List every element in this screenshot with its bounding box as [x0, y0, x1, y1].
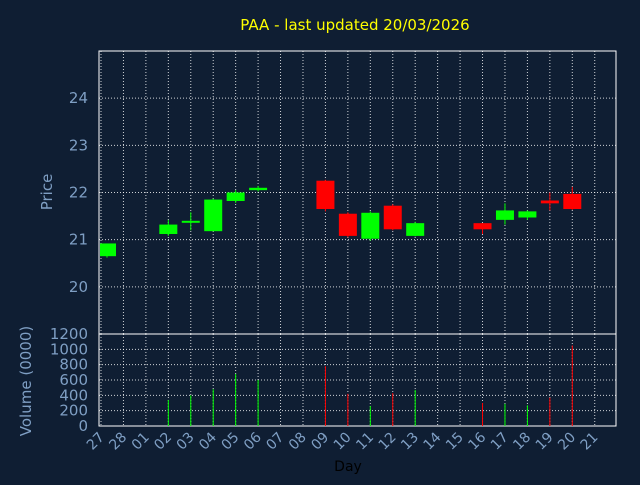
volume-tick-label: 0	[78, 417, 88, 435]
volume-tick-label: 600	[59, 371, 88, 389]
x-tick-label: 10	[331, 430, 355, 454]
x-tick-label: 20	[555, 430, 579, 454]
candle-body	[563, 193, 582, 210]
x-tick-label: 14	[421, 429, 445, 453]
candle-body	[159, 224, 178, 235]
x-tick-label: 17	[488, 430, 512, 454]
x-axis-label: Day	[334, 459, 362, 475]
candle-body	[473, 223, 492, 230]
x-tick-label: 28	[106, 430, 130, 454]
price-tick-label: 21	[69, 231, 88, 249]
volume-tick-label: 200	[59, 402, 88, 420]
chart-title: PAA - last updated 20/03/2026	[240, 16, 469, 34]
x-tick-label: 07	[263, 430, 287, 454]
candle-body	[540, 200, 559, 204]
x-tick-label: 05	[219, 430, 243, 454]
x-tick-label: 18	[510, 430, 534, 454]
price-tick-label: 20	[69, 278, 88, 296]
x-tick-label: 08	[286, 430, 310, 454]
candle-body	[204, 199, 223, 232]
candles	[100, 179, 582, 258]
x-tick-label: 21	[578, 430, 602, 454]
candle-body	[383, 205, 402, 230]
candle-body	[100, 243, 116, 257]
x-tick-label: 12	[376, 430, 400, 454]
candle-body	[518, 211, 537, 218]
volume-grid	[99, 334, 616, 426]
x-tick-label: 04	[196, 429, 220, 453]
x-tick-label: 11	[353, 430, 377, 454]
candle-body	[181, 220, 200, 223]
price-grid	[99, 51, 616, 334]
candle-body	[338, 213, 357, 236]
x-tick-label: 16	[465, 429, 489, 453]
x-tick-label: 09	[308, 430, 332, 454]
candle-body	[406, 223, 425, 236]
price-axis-label: Price	[38, 174, 56, 211]
volume-tick-label: 400	[59, 386, 88, 404]
volume-bars	[167, 345, 573, 426]
x-tick-label: 06	[241, 429, 265, 453]
x-tick-label: 15	[443, 430, 467, 454]
x-tick-label: 01	[129, 430, 153, 454]
volume-tick-label: 1000	[50, 340, 88, 358]
price-axis-ticks: 20 21 22 23 24	[69, 89, 88, 296]
x-tick-label: 02	[151, 430, 175, 454]
volume-tick-label: 800	[59, 356, 88, 374]
x-tick-label: 03	[174, 430, 198, 454]
candle-body	[361, 212, 380, 239]
x-axis-ticks: 2728010203040506070809101112131415161718…	[84, 429, 602, 453]
candle-body	[316, 180, 335, 210]
price-tick-label: 24	[69, 89, 88, 107]
candle-body	[249, 187, 268, 191]
x-tick-label: 19	[533, 430, 557, 454]
volume-axis-label: Volume (0000)	[17, 326, 35, 436]
candle-body	[495, 210, 514, 220]
x-tick-label: 13	[398, 430, 422, 454]
volume-tick-label: 1200	[50, 325, 88, 343]
price-tick-label: 22	[69, 184, 88, 202]
candle-body	[226, 192, 245, 201]
price-tick-label: 23	[69, 136, 88, 154]
